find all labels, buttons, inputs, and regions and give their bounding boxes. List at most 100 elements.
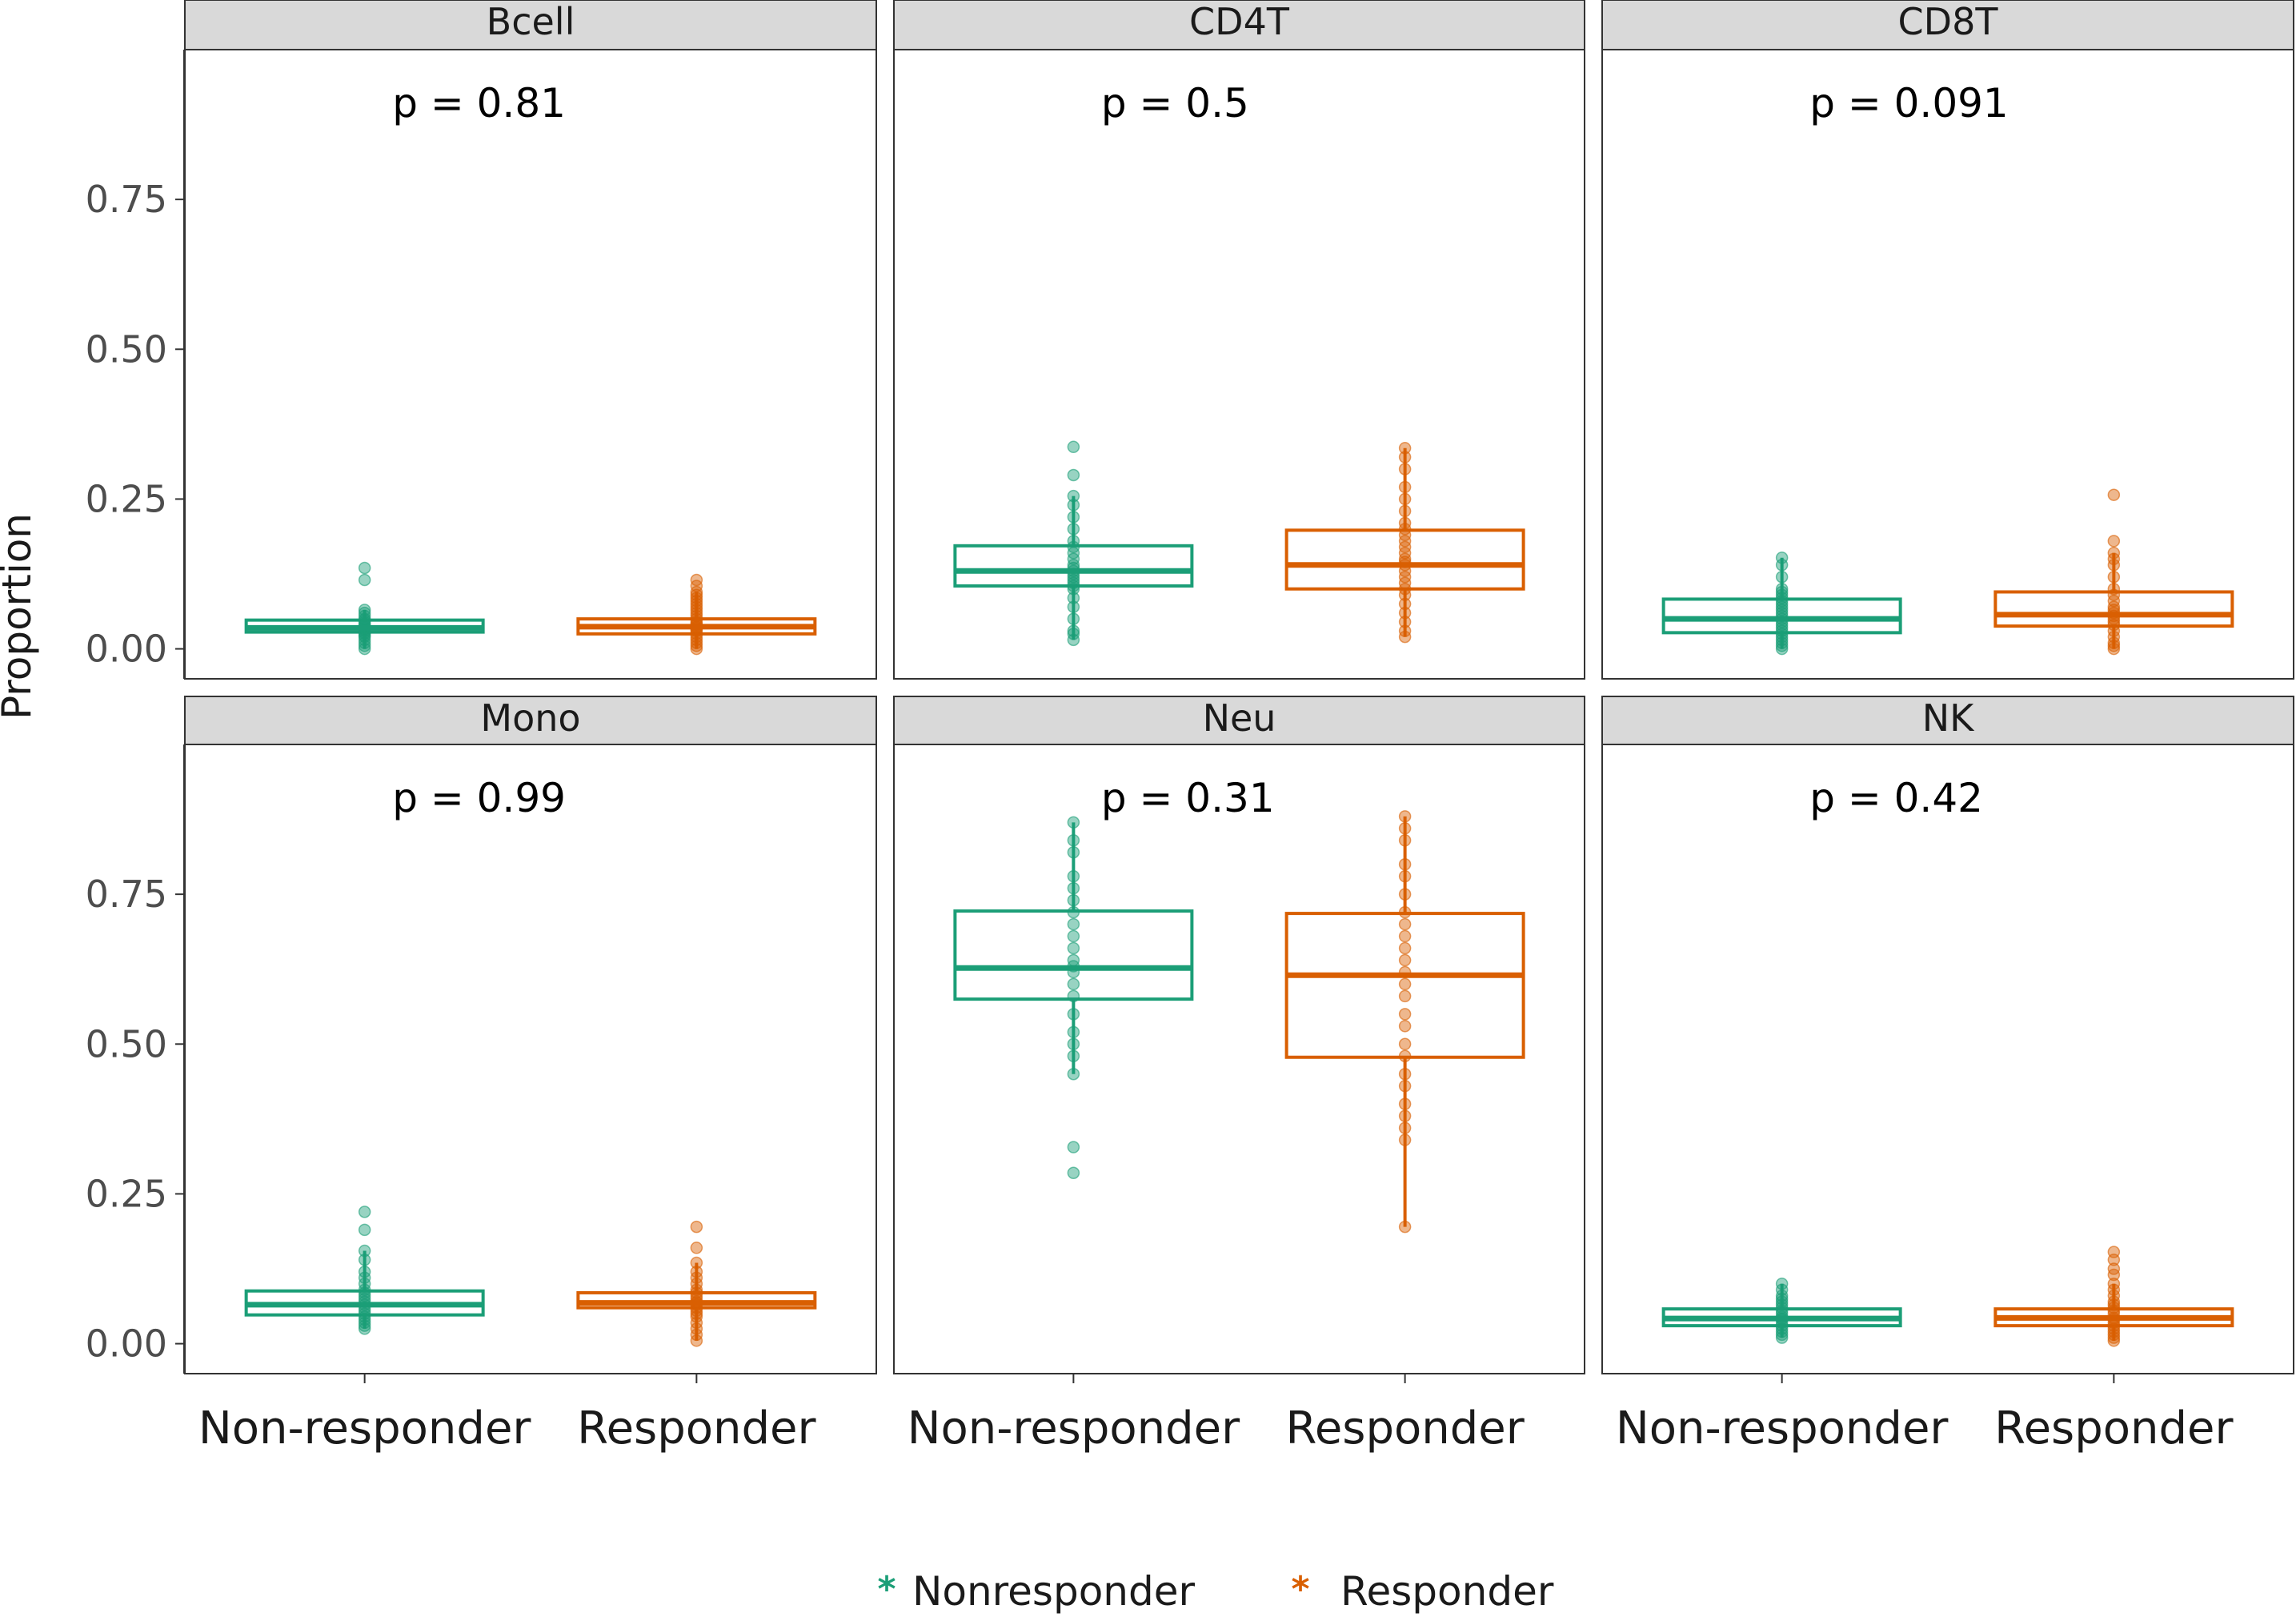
data-point [1067,1166,1080,1179]
data-point [2107,488,2121,501]
box-non-responder [1661,1277,1902,1344]
y-tick-label: 0.75 [86,873,167,916]
box-responder [576,1220,817,1347]
data-point [1775,582,1789,596]
data-point [1067,989,1080,1003]
data-point [690,1286,703,1299]
data-point [1067,1008,1080,1021]
data-point [1398,1097,1412,1110]
data-point [1398,977,1412,991]
box [1284,912,1525,1059]
data-point [690,1220,703,1234]
data-point [358,1286,371,1299]
data-point [1067,1037,1080,1051]
data-point [1398,1079,1412,1093]
facet-cd4t: CD4T p = 0.5 [893,0,1585,680]
facet-title: Mono [480,696,580,740]
facet-strip [184,0,877,50]
data-point [1398,888,1412,901]
data-point [1398,869,1412,883]
data-point [1398,1020,1412,1033]
data-point [1067,440,1080,454]
y-tick-label: 0.00 [86,1322,167,1366]
legend-label-responder: Responder [1340,1568,1554,1615]
data-point [358,1254,371,1266]
data-point [1067,600,1080,613]
facet-mono: Mono p = 0.99 0.00 0.25 0.50 0.75 Non-responde… [86,696,877,1454]
data-point [2107,1262,2121,1275]
data-point [1398,492,1412,506]
data-point [1398,516,1412,530]
x-tick-label: Non-responder [908,1402,1241,1454]
data-point [358,1223,371,1237]
p-value-label: p = 0.091 [1809,80,2009,126]
data-point [1398,810,1412,823]
box-non-responder [1661,552,1902,656]
y-tick-label: 0.00 [86,628,167,671]
data-point [358,1244,371,1258]
y-tick-label: 0.50 [86,1022,167,1065]
legend-key-nonresponder: * [877,1569,896,1610]
data-point [1398,451,1412,463]
data-point [1398,857,1412,871]
data-point [1067,1049,1080,1063]
box-responder [1993,1246,2234,1347]
data-point [2107,1298,2121,1311]
data-point [690,573,703,587]
facet-title: CD4T [1189,0,1290,43]
box-non-responder [953,440,1194,647]
panel-border [1601,49,2294,680]
data-point [1067,535,1080,548]
x-tick-label: Non-responder [198,1402,532,1454]
p-value-label: p = 0.5 [1101,80,1249,126]
data-point [358,1206,371,1218]
panel-border [1601,744,2294,1374]
legend: * Nonresponder * Responder [877,1568,1553,1615]
data-point [1067,929,1080,943]
data-point [1067,917,1080,931]
y-tick-label: 0.25 [86,1172,167,1215]
box-non-responder [953,816,1194,1179]
data-point [1398,1049,1412,1063]
facet-cd8t: CD8T p = 0.091 [1601,0,2294,680]
p-value-label: p = 0.81 [392,80,566,126]
p-value-label: p = 0.99 [392,775,566,821]
data-point [1067,523,1080,536]
facet-strip [893,696,1585,745]
data-point [1067,499,1080,512]
data-point [1067,834,1080,847]
data-point [1067,845,1080,859]
data-point [1398,822,1412,835]
p-value-label: p = 0.42 [1809,775,1983,821]
data-point [1067,953,1080,967]
facet-title: CD8T [1898,0,1999,43]
data-point [358,1265,371,1278]
data-point [1398,1037,1412,1051]
data-point [2107,1246,2121,1258]
data-point [2107,547,2121,560]
data-point [690,1242,703,1254]
panel-border [184,744,877,1374]
legend-key-responder: * [1291,1569,1309,1610]
box-non-responder [244,1206,485,1335]
facet-nk: NK p = 0.42 Non-responder Responder [1601,696,2294,1454]
data-point [1398,834,1412,847]
data-point [1067,977,1080,991]
x-tick-label: Responder [1285,1402,1525,1454]
facet-strip [1601,0,2294,50]
data-point [1398,953,1412,967]
data-point [1067,489,1080,503]
data-point [1398,929,1412,943]
data-point [1398,624,1412,637]
data-point [690,588,703,601]
data-point [1067,1141,1080,1154]
p-value-label: p = 0.31 [1101,775,1275,821]
data-point [1067,905,1080,919]
legend-label-nonresponder: Nonresponder [912,1568,1195,1615]
data-point [1067,1067,1080,1081]
data-point [1398,480,1412,494]
data-point [358,573,371,587]
y-axis-label: Proportion [0,513,40,720]
data-point [1775,1292,1789,1306]
data-point [358,561,371,575]
